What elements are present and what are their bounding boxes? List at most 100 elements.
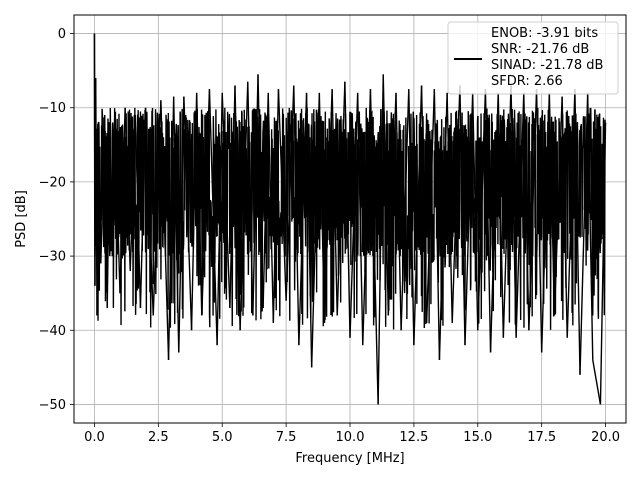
psd-spike-segment xyxy=(344,81,351,338)
x-tick-label: 15.0 xyxy=(463,430,492,445)
psd-spike-segment xyxy=(408,89,415,346)
psd-spike-segment xyxy=(446,92,453,323)
psd-spike-segment xyxy=(464,92,474,346)
psd-spike-segment xyxy=(433,89,441,360)
legend-enob-text: ENOB: -3.91 bits xyxy=(491,26,598,41)
psd-spike-segment xyxy=(310,92,321,368)
psd-spike-segment xyxy=(471,92,479,331)
psd-spike-segment xyxy=(100,115,106,264)
psd-spike-segment xyxy=(323,89,333,323)
tick-layer: 0.0 2.5 5.0 7.5 10.0 12.5 15.0 17.5 20.0 0 −10 −20 −… xyxy=(39,27,620,445)
x-tick-label: 20.0 xyxy=(591,430,620,445)
psd-spike-segment xyxy=(535,89,543,353)
psd-spike-segment xyxy=(96,122,99,316)
y-tick-label: −30 xyxy=(39,250,66,265)
psd-spike-segment xyxy=(234,85,241,331)
psd-spike-segment xyxy=(298,92,308,346)
plot-layer xyxy=(93,33,607,405)
psd-spike-segment xyxy=(459,85,466,346)
psd-spike-segment xyxy=(267,92,275,323)
psd-spike-segment xyxy=(382,74,390,316)
psd-spike-segment xyxy=(586,92,594,360)
x-axis-label: Frequency [MHz] xyxy=(295,451,404,466)
psd-spike-segment xyxy=(252,74,259,316)
x-tick-label: 7.5 xyxy=(276,430,297,445)
y-tick-label: −40 xyxy=(39,324,66,339)
psd-spike-segment xyxy=(331,89,338,316)
psd-spike-segment xyxy=(528,89,538,331)
psd-spike-segment xyxy=(387,92,397,316)
psd-spike-segment xyxy=(229,85,236,309)
psd-spike-segment xyxy=(400,89,410,331)
psd-spike-segment xyxy=(413,85,423,346)
psd-spike-segment xyxy=(272,89,280,323)
psd-spike-segment xyxy=(277,89,287,301)
psd-spike-segment xyxy=(109,129,114,257)
psd-spike-segment xyxy=(497,92,505,338)
psd-spike-segment xyxy=(134,115,142,309)
psd-spike-segment xyxy=(477,89,487,331)
psd-spike-segment xyxy=(172,96,180,353)
psd-spike-segment xyxy=(293,85,300,346)
psd-spike-segment xyxy=(239,81,249,331)
psd-spike-segment xyxy=(221,92,231,309)
psd-spike-segment xyxy=(510,85,517,338)
y-tick-label: −20 xyxy=(39,175,66,190)
psd-spike-segment xyxy=(114,122,121,294)
y-tick-label: −10 xyxy=(39,101,66,116)
psd-spike-segment xyxy=(201,89,211,316)
psd-spike-segment xyxy=(247,81,254,316)
psd-spike-segment xyxy=(129,115,137,271)
psd-spike-segment xyxy=(425,89,436,323)
psd-spike-segment xyxy=(592,359,602,405)
psd-spike-segment xyxy=(489,92,499,353)
psd-spike-segment xyxy=(305,92,313,368)
x-tick-label: 0.0 xyxy=(84,430,105,445)
psd-spike-segment xyxy=(183,96,193,331)
psd-spike-segment xyxy=(548,92,556,316)
psd-spike-segment xyxy=(540,92,551,353)
psd-spike-segment xyxy=(484,89,492,353)
psd-spike-segment xyxy=(369,89,379,405)
psd-spike-segment xyxy=(420,85,428,323)
psd-spike-segment xyxy=(103,115,108,309)
x-tick-label: 12.5 xyxy=(399,430,428,445)
psd-spike-segment xyxy=(579,92,589,375)
x-tick-label: 2.5 xyxy=(148,430,169,445)
x-tick-label: 17.5 xyxy=(527,430,556,445)
y-axis-label: PSD [dB] xyxy=(14,190,29,248)
psd-spike-segment xyxy=(561,96,568,338)
psd-spike-segment xyxy=(553,96,563,316)
psd-spike-segment xyxy=(285,85,295,301)
psd-spike-segment xyxy=(190,92,198,331)
psd-spike-segment xyxy=(262,92,269,309)
psd-spike-segment xyxy=(178,96,185,353)
psd-spike-segment xyxy=(502,85,512,338)
psd-spike-segment xyxy=(438,92,448,360)
psd-spike-segment xyxy=(124,107,131,271)
psd-spike-segment xyxy=(451,85,461,323)
psd-spike-segment xyxy=(362,89,372,346)
x-tick-label: 5.0 xyxy=(212,430,233,445)
legend-snr-text: SNR: -21.76 dB xyxy=(491,42,589,57)
y-tick-label: 0 xyxy=(58,27,66,42)
psd-spike-segment xyxy=(336,81,346,316)
psd-spike-segment xyxy=(160,100,170,360)
psd-spike-segment xyxy=(515,92,525,338)
psd-spike-segment xyxy=(195,92,203,316)
psd-spike-segment xyxy=(318,92,326,323)
legend: ENOB: -3.91 bits SNR: -21.76 dB SINAD: -… xyxy=(447,21,619,95)
psd-spike-segment xyxy=(349,92,359,338)
legend-sinad-text: SINAD: -21.78 dB xyxy=(491,58,603,73)
y-tick-label: −50 xyxy=(39,398,66,413)
psd-spike-segment xyxy=(139,107,147,309)
psd-spike-segment xyxy=(395,92,402,331)
psd-trace xyxy=(93,33,607,330)
x-tick-label: 10.0 xyxy=(336,430,365,445)
psd-spike-segment xyxy=(574,89,581,375)
psd-spike-segment xyxy=(119,107,126,294)
psd-spike-segment xyxy=(356,92,364,346)
psd-spike-segment xyxy=(97,122,102,264)
psd-spike-segment xyxy=(257,74,264,309)
